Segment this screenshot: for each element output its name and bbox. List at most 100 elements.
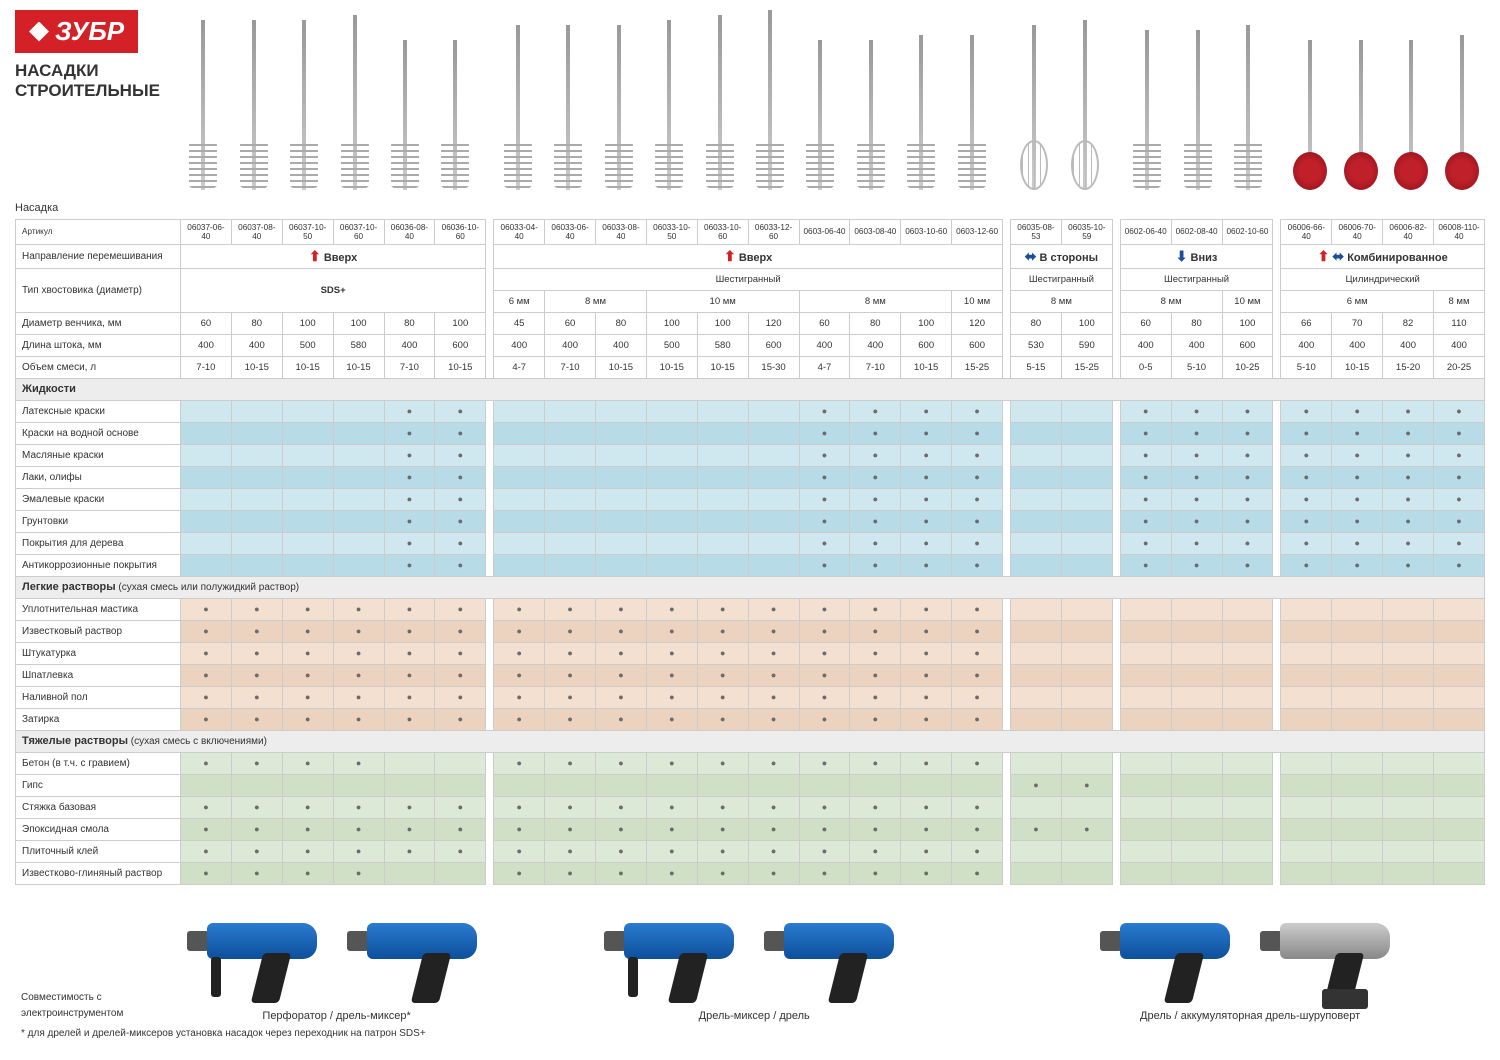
matrix-cell bbox=[333, 620, 384, 642]
mixer-image bbox=[1338, 10, 1384, 190]
volume-cell: 15-25 bbox=[1061, 356, 1112, 378]
volume-cell: 10-15 bbox=[901, 356, 952, 378]
matrix-cell bbox=[646, 796, 697, 818]
matrix-cell bbox=[952, 686, 1003, 708]
artikul-cell: 06035-08-53 bbox=[1011, 219, 1062, 244]
matrix-cell bbox=[1011, 400, 1062, 422]
direction-cell: ⬆ Вверх bbox=[181, 244, 486, 268]
matrix-cell bbox=[1332, 774, 1383, 796]
data-row: Лаки, олифы bbox=[16, 466, 1485, 488]
matrix-cell bbox=[1061, 862, 1112, 884]
matrix-cell bbox=[545, 400, 596, 422]
matrix-cell bbox=[1434, 400, 1485, 422]
matrix-cell bbox=[799, 554, 850, 576]
matrix-cell bbox=[646, 686, 697, 708]
matrix-cell bbox=[282, 422, 333, 444]
matrix-cell bbox=[901, 554, 952, 576]
matrix-cell bbox=[435, 664, 486, 686]
matrix-cell bbox=[1222, 840, 1273, 862]
matrix-cell bbox=[646, 642, 697, 664]
matrix-cell bbox=[1332, 642, 1383, 664]
matrix-cell bbox=[1281, 532, 1332, 554]
matrix-cell bbox=[384, 708, 435, 730]
matrix-cell bbox=[181, 532, 232, 554]
mixer-image bbox=[1124, 10, 1170, 190]
matrix-cell bbox=[494, 422, 545, 444]
matrix-cell bbox=[282, 598, 333, 620]
matrix-cell bbox=[231, 620, 282, 642]
matrix-cell bbox=[1171, 598, 1222, 620]
matrix-cell bbox=[850, 400, 901, 422]
matrix-cell bbox=[1383, 862, 1434, 884]
matrix-cell bbox=[435, 422, 486, 444]
matrix-cell bbox=[181, 796, 232, 818]
row-label: Тип хвостовика (диаметр) bbox=[16, 268, 181, 312]
matrix-cell bbox=[333, 796, 384, 818]
matrix-cell bbox=[181, 510, 232, 532]
matrix-cell bbox=[952, 708, 1003, 730]
volume-cell: 20-25 bbox=[1434, 356, 1485, 378]
volume-cell: 5-10 bbox=[1281, 356, 1332, 378]
diameter-cell: 100 bbox=[697, 312, 748, 334]
matrix-cell bbox=[799, 642, 850, 664]
matrix-cell bbox=[596, 862, 647, 884]
matrix-cell bbox=[1434, 620, 1485, 642]
matrix-cell bbox=[1332, 422, 1383, 444]
matrix-cell bbox=[646, 510, 697, 532]
matrix-cell bbox=[545, 708, 596, 730]
matrix-cell bbox=[181, 466, 232, 488]
matrix-cell bbox=[231, 686, 282, 708]
matrix-cell bbox=[282, 818, 333, 840]
artikul-cell: 06037-06-40 bbox=[181, 219, 232, 244]
direction-cell: ⬌ В стороны bbox=[1011, 244, 1113, 268]
matrix-cell bbox=[646, 466, 697, 488]
matrix-cell bbox=[1434, 774, 1485, 796]
matrix-cell bbox=[1222, 796, 1273, 818]
matrix-cell bbox=[282, 444, 333, 466]
matrix-cell bbox=[181, 488, 232, 510]
matrix-cell bbox=[282, 862, 333, 884]
matrix-cell bbox=[333, 554, 384, 576]
matrix-cell bbox=[952, 598, 1003, 620]
matrix-cell bbox=[697, 554, 748, 576]
diameter-cell: 100 bbox=[333, 312, 384, 334]
matrix-cell bbox=[1011, 510, 1062, 532]
matrix-cell bbox=[1120, 554, 1171, 576]
matrix-cell bbox=[952, 796, 1003, 818]
matrix-cell bbox=[1222, 488, 1273, 510]
matrix-cell bbox=[697, 664, 748, 686]
length-cell: 400 bbox=[384, 334, 435, 356]
mixer-image bbox=[898, 10, 944, 190]
matrix-cell bbox=[231, 664, 282, 686]
matrix-cell bbox=[494, 642, 545, 664]
matrix-cell bbox=[545, 466, 596, 488]
matrix-cell bbox=[1120, 774, 1171, 796]
volume-cell: 15-20 bbox=[1383, 356, 1434, 378]
row-label: Известково-глиняный раствор bbox=[16, 862, 181, 884]
volume-cell: 15-30 bbox=[748, 356, 799, 378]
artikul-cell: 06006-66-40 bbox=[1281, 219, 1332, 244]
row-label: Бетон (в т.ч. с гравием) bbox=[16, 752, 181, 774]
diameter-cell: 110 bbox=[1434, 312, 1485, 334]
row-label: Направление перемешивания bbox=[16, 244, 181, 268]
matrix-cell bbox=[333, 488, 384, 510]
row-label: Длина штока, мм bbox=[16, 334, 181, 356]
matrix-cell bbox=[799, 796, 850, 818]
matrix-cell bbox=[384, 620, 435, 642]
row-diameter: Диаметр венчика, мм608010010080100456080… bbox=[16, 312, 1485, 334]
matrix-cell bbox=[1061, 708, 1112, 730]
matrix-cell bbox=[435, 818, 486, 840]
matrix-cell bbox=[1222, 598, 1273, 620]
row-label: Грунтовки bbox=[16, 510, 181, 532]
matrix-cell bbox=[952, 840, 1003, 862]
matrix-cell bbox=[850, 642, 901, 664]
matrix-cell bbox=[333, 400, 384, 422]
matrix-cell bbox=[1434, 532, 1485, 554]
data-row: Шпатлевка bbox=[16, 664, 1485, 686]
matrix-cell bbox=[1120, 466, 1171, 488]
matrix-cell bbox=[1011, 708, 1062, 730]
matrix-cell bbox=[333, 840, 384, 862]
matrix-cell bbox=[901, 686, 952, 708]
data-row: Известково-глиняный раствор bbox=[16, 862, 1485, 884]
artikul-cell: 06033-12-60 bbox=[748, 219, 799, 244]
